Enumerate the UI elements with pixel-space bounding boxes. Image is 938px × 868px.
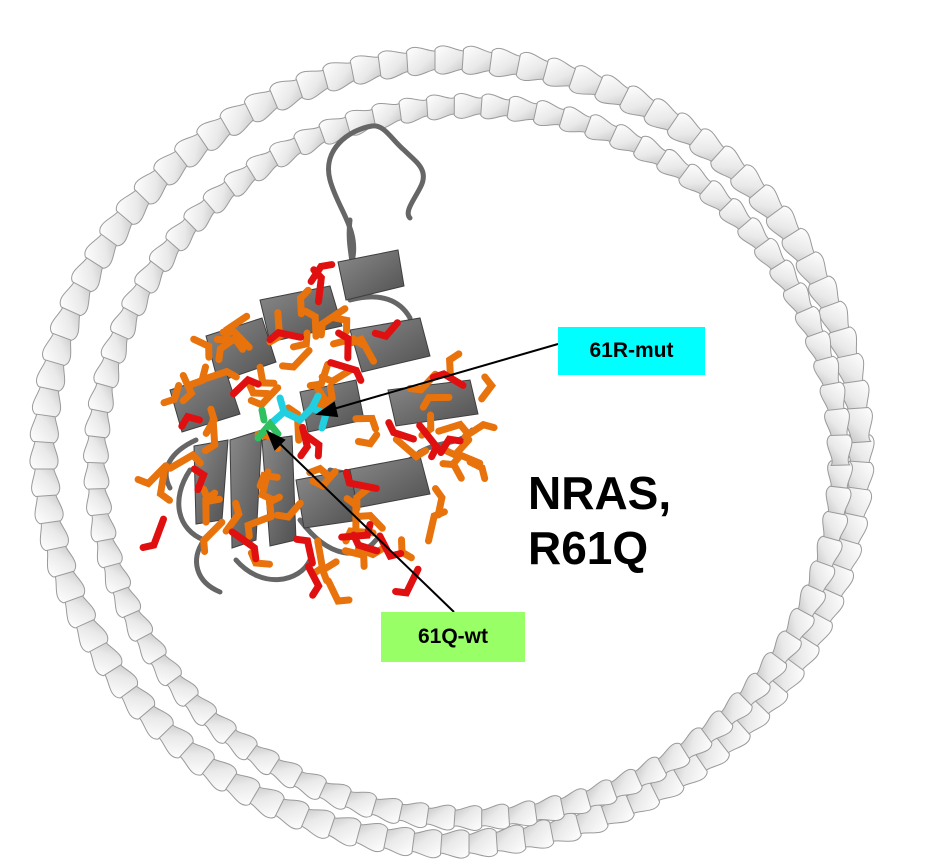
residue-61-mutant [264,392,330,432]
side-chain-stick [416,422,441,461]
side-chain-stick [228,528,260,563]
helix-coil-segment [453,93,485,119]
side-chain-stick [293,535,316,567]
side-chain-stick [296,286,312,318]
side-chain-stick [392,435,430,461]
side-chain-stick [134,462,170,488]
side-chain-stick [265,493,283,521]
side-chain-stick [341,547,368,570]
side-chain-stick [376,532,405,561]
side-chain-stick [178,412,203,430]
side-chain-stick [301,431,323,460]
side-chain-stick [201,416,219,455]
helix-coil-segment [477,803,510,830]
side-chain-stick [355,511,386,532]
side-chain-stick [156,464,173,504]
side-chain-stick [200,485,223,506]
side-chain-stick [324,577,353,605]
side-chain-stick [179,372,196,405]
side-chain-stick [329,314,351,335]
callout-61r-mut: 61R-mut [558,327,705,375]
side-chain-stick [441,436,473,460]
title-line-protein: NRAS, [528,467,672,519]
side-chain-stick [222,499,243,535]
side-chain-stick [449,450,484,468]
side-chain-stick [245,379,272,398]
side-chain-stick [432,485,446,519]
side-chain-stick [437,435,464,456]
arrow-61r-mut [315,343,559,418]
side-chain-stick [338,521,374,541]
side-chain-stick [343,495,360,533]
helix-coil-segment [826,434,853,467]
side-chain-stick [347,335,377,365]
side-chain-stick [139,515,167,551]
side-chain-stick [256,471,281,490]
side-chain-stick [306,360,332,390]
side-chain-stick [352,414,380,433]
side-chain-stick [327,359,365,384]
side-chain-stick [202,405,218,437]
side-chain-stick [297,423,312,460]
side-chain-stick [335,329,352,362]
side-chain-stick [190,465,208,494]
side-chain-stick [256,363,278,387]
residues-red [139,261,467,599]
side-chain-stick [385,419,417,443]
side-chain-stick [284,404,303,444]
side-chain-stick [198,367,240,384]
helix-coil-segment [426,94,459,121]
side-chain-stick [274,499,304,521]
title-line-mutation: R61Q [528,522,649,574]
residue-61-wildtype [254,406,282,442]
side-chain-stick [290,329,311,351]
callout-61q-wt: 61Q-wt [381,612,525,662]
side-chain-stick [307,261,336,285]
side-chain-stick [200,518,226,555]
side-chain-stick [425,508,448,545]
side-chain-stick [316,383,336,411]
side-chain-stick [429,370,467,389]
side-chain-stick [478,373,497,403]
side-chain-stick [461,420,498,440]
side-chain-stick [230,375,262,398]
side-chain-stick [342,468,380,492]
side-chain-stick [266,328,305,344]
side-chain-stick [305,563,323,599]
side-chain-stick [306,464,334,481]
side-chain-stick [166,450,204,472]
side-chain-stick [247,384,282,409]
side-chain-stick [190,335,213,361]
structure-title: NRAS, R61Q [528,466,768,576]
side-chain-stick [279,347,313,371]
side-chain-stick [435,420,471,437]
side-chain-stick [310,266,325,306]
side-chain-stick [354,431,381,448]
helix-ring-inner [83,93,853,831]
helix-ring-outer [29,45,875,859]
side-chain-stick [318,558,340,584]
side-chain-stick [160,382,183,407]
side-chain-stick [392,565,422,597]
side-chain-stick [419,393,453,411]
side-chain-stick [213,335,247,353]
side-chain-stick [317,305,349,339]
side-chain-stick [371,319,401,341]
side-chain-stick [244,513,274,540]
side-chain-stick [302,307,320,340]
arrow-61q-wt [266,429,455,613]
helix-coil-segment [451,805,483,831]
side-chain-stick [446,350,463,382]
side-chain-stick [318,365,356,386]
